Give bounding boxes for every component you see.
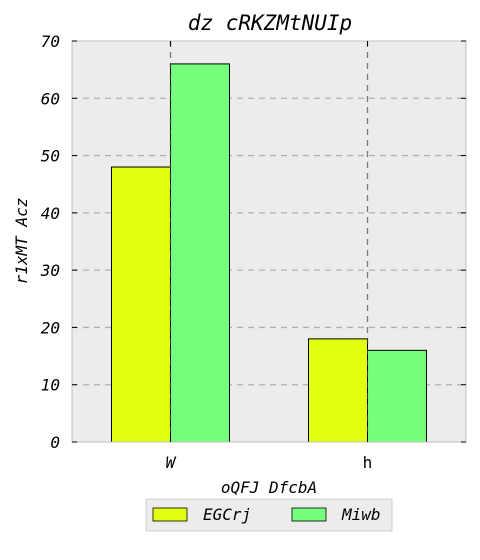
bars: [111, 41, 427, 443]
x-axis-label: oQFJ DfcbA: [221, 478, 317, 497]
bar-egcrj-w: [111, 166, 171, 443]
bar-egcrj-h: [308, 338, 368, 443]
y-tick-label-5: 50: [41, 147, 60, 166]
legend-swatch-egcrj: [152, 507, 188, 522]
y-tick-label-3: 30: [40, 261, 60, 280]
x-tick-label-1: h: [363, 453, 373, 472]
legend-label-miwb: Miwb: [341, 505, 381, 524]
legend-swatch-miwb: [291, 507, 327, 522]
bar-miwb-w: [170, 63, 230, 443]
bar-miwb-h: [367, 349, 427, 443]
y-tick-label-2: 20: [41, 318, 60, 337]
legend: EGCrj Miwb: [145, 498, 393, 532]
y-tick-label-0: 0: [50, 433, 60, 452]
x-tick-label-0: W: [166, 453, 177, 472]
y-tick-label-6: 60: [41, 89, 60, 108]
y-tick-label-1: 10: [41, 376, 60, 395]
axis-ticks: 0 10 20 30 40 50 60 70 W h: [40, 32, 466, 472]
chart-title: dz cRKZMtNUIp: [188, 11, 352, 35]
y-tick-label-4: 40: [41, 204, 60, 223]
plot-frame: [71, 40, 467, 443]
legend-label-egcrj: EGCrj: [203, 505, 251, 524]
y-axis-label: r1xMT Acz: [12, 198, 31, 285]
y-tick-label-7: 70: [41, 32, 60, 51]
